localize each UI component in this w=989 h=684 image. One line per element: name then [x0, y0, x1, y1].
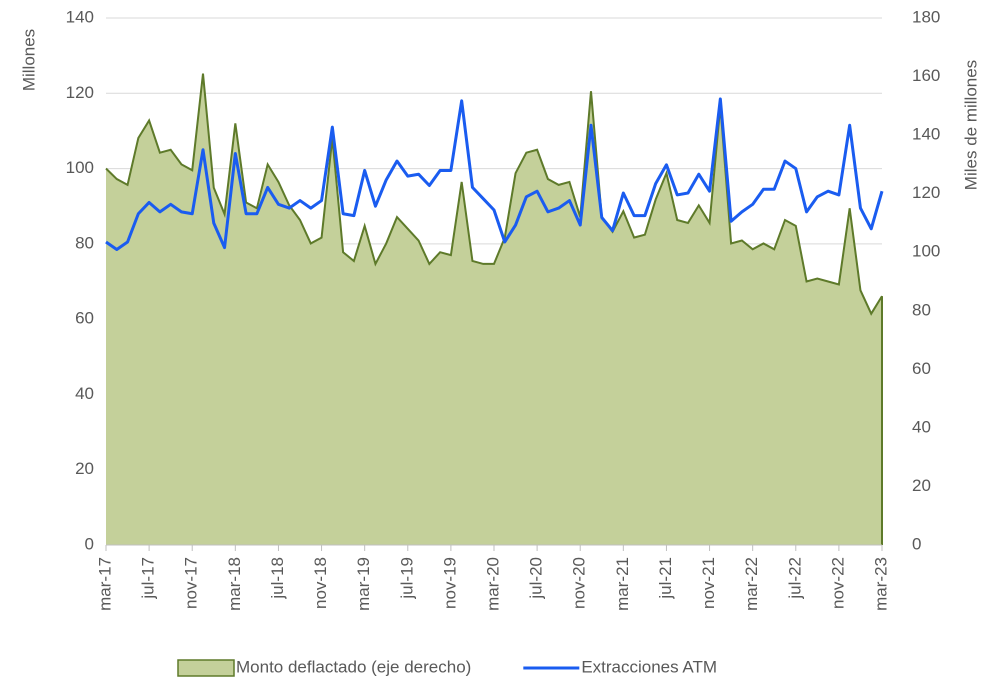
- x-tick-label: mar-19: [354, 557, 373, 611]
- x-tick-label: mar-23: [871, 557, 890, 611]
- x-tick-label: jul-19: [397, 557, 416, 600]
- y-axis-label: Millones: [19, 29, 38, 91]
- y2-tick-label: 140: [912, 125, 940, 144]
- y-tick-label: 100: [66, 158, 94, 177]
- x-tick-label: nov-21: [699, 557, 718, 609]
- x-tick-label: mar-18: [225, 557, 244, 611]
- area-edge: [105, 73, 883, 316]
- legend-swatch: [177, 659, 235, 677]
- x-tick-label: jul-20: [527, 557, 546, 600]
- y-tick-label: 0: [85, 534, 94, 553]
- y2-tick-label: 20: [912, 476, 931, 495]
- x-tick-label: nov-19: [440, 557, 459, 609]
- x-tick-label: mar-22: [742, 557, 761, 611]
- y-tick-label: 120: [66, 83, 94, 102]
- x-tick-label: mar-20: [483, 557, 502, 611]
- x-tick-label: nov-20: [570, 557, 589, 609]
- y2-tick-label: 160: [912, 66, 940, 85]
- y2-tick-label: 60: [912, 359, 931, 378]
- y2-tick-label: 80: [912, 300, 931, 319]
- y2-tick-label: 100: [912, 242, 940, 261]
- y-tick-label: 40: [75, 384, 94, 403]
- y2-tick-label: 40: [912, 417, 931, 436]
- y-tick-label: 20: [75, 459, 94, 478]
- x-tick-label: nov-17: [182, 557, 201, 609]
- x-tick-label: jul-21: [656, 557, 675, 600]
- x-tick-label: nov-18: [311, 557, 330, 609]
- x-tick-label: jul-17: [139, 557, 158, 600]
- x-tick-label: jul-22: [785, 557, 804, 600]
- y-tick-label: 80: [75, 233, 94, 252]
- y-tick-label: 60: [75, 309, 94, 328]
- y2-tick-label: 180: [912, 7, 940, 26]
- area-fill: [106, 73, 882, 545]
- line: [105, 97, 884, 252]
- x-tick-label: jul-18: [268, 557, 287, 600]
- y2-tick-label: 0: [912, 534, 921, 553]
- x-tick-label: mar-17: [95, 557, 114, 611]
- x-tick-label: nov-22: [828, 557, 847, 609]
- legend-label: Monto deflactado (eje derecho): [236, 657, 471, 676]
- y-tick-label: 140: [66, 7, 94, 26]
- y2-axis-label: Miles de millones: [961, 60, 980, 190]
- x-tick-label: mar-21: [613, 557, 632, 611]
- legend-label: Extracciones ATM: [581, 657, 717, 676]
- y2-tick-label: 120: [912, 183, 940, 202]
